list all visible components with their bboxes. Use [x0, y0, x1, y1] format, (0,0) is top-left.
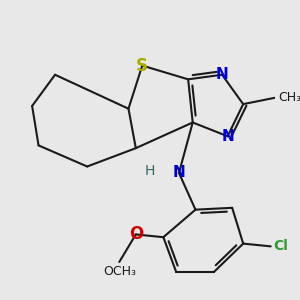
Text: O: O [129, 225, 143, 243]
Text: H: H [144, 164, 155, 178]
Text: OCH₃: OCH₃ [103, 265, 136, 278]
Text: CH₃: CH₃ [278, 91, 300, 104]
Text: S: S [136, 57, 148, 75]
Text: Cl: Cl [274, 239, 288, 254]
Text: N: N [216, 67, 229, 82]
Text: N: N [221, 129, 234, 144]
Text: N: N [172, 165, 185, 180]
